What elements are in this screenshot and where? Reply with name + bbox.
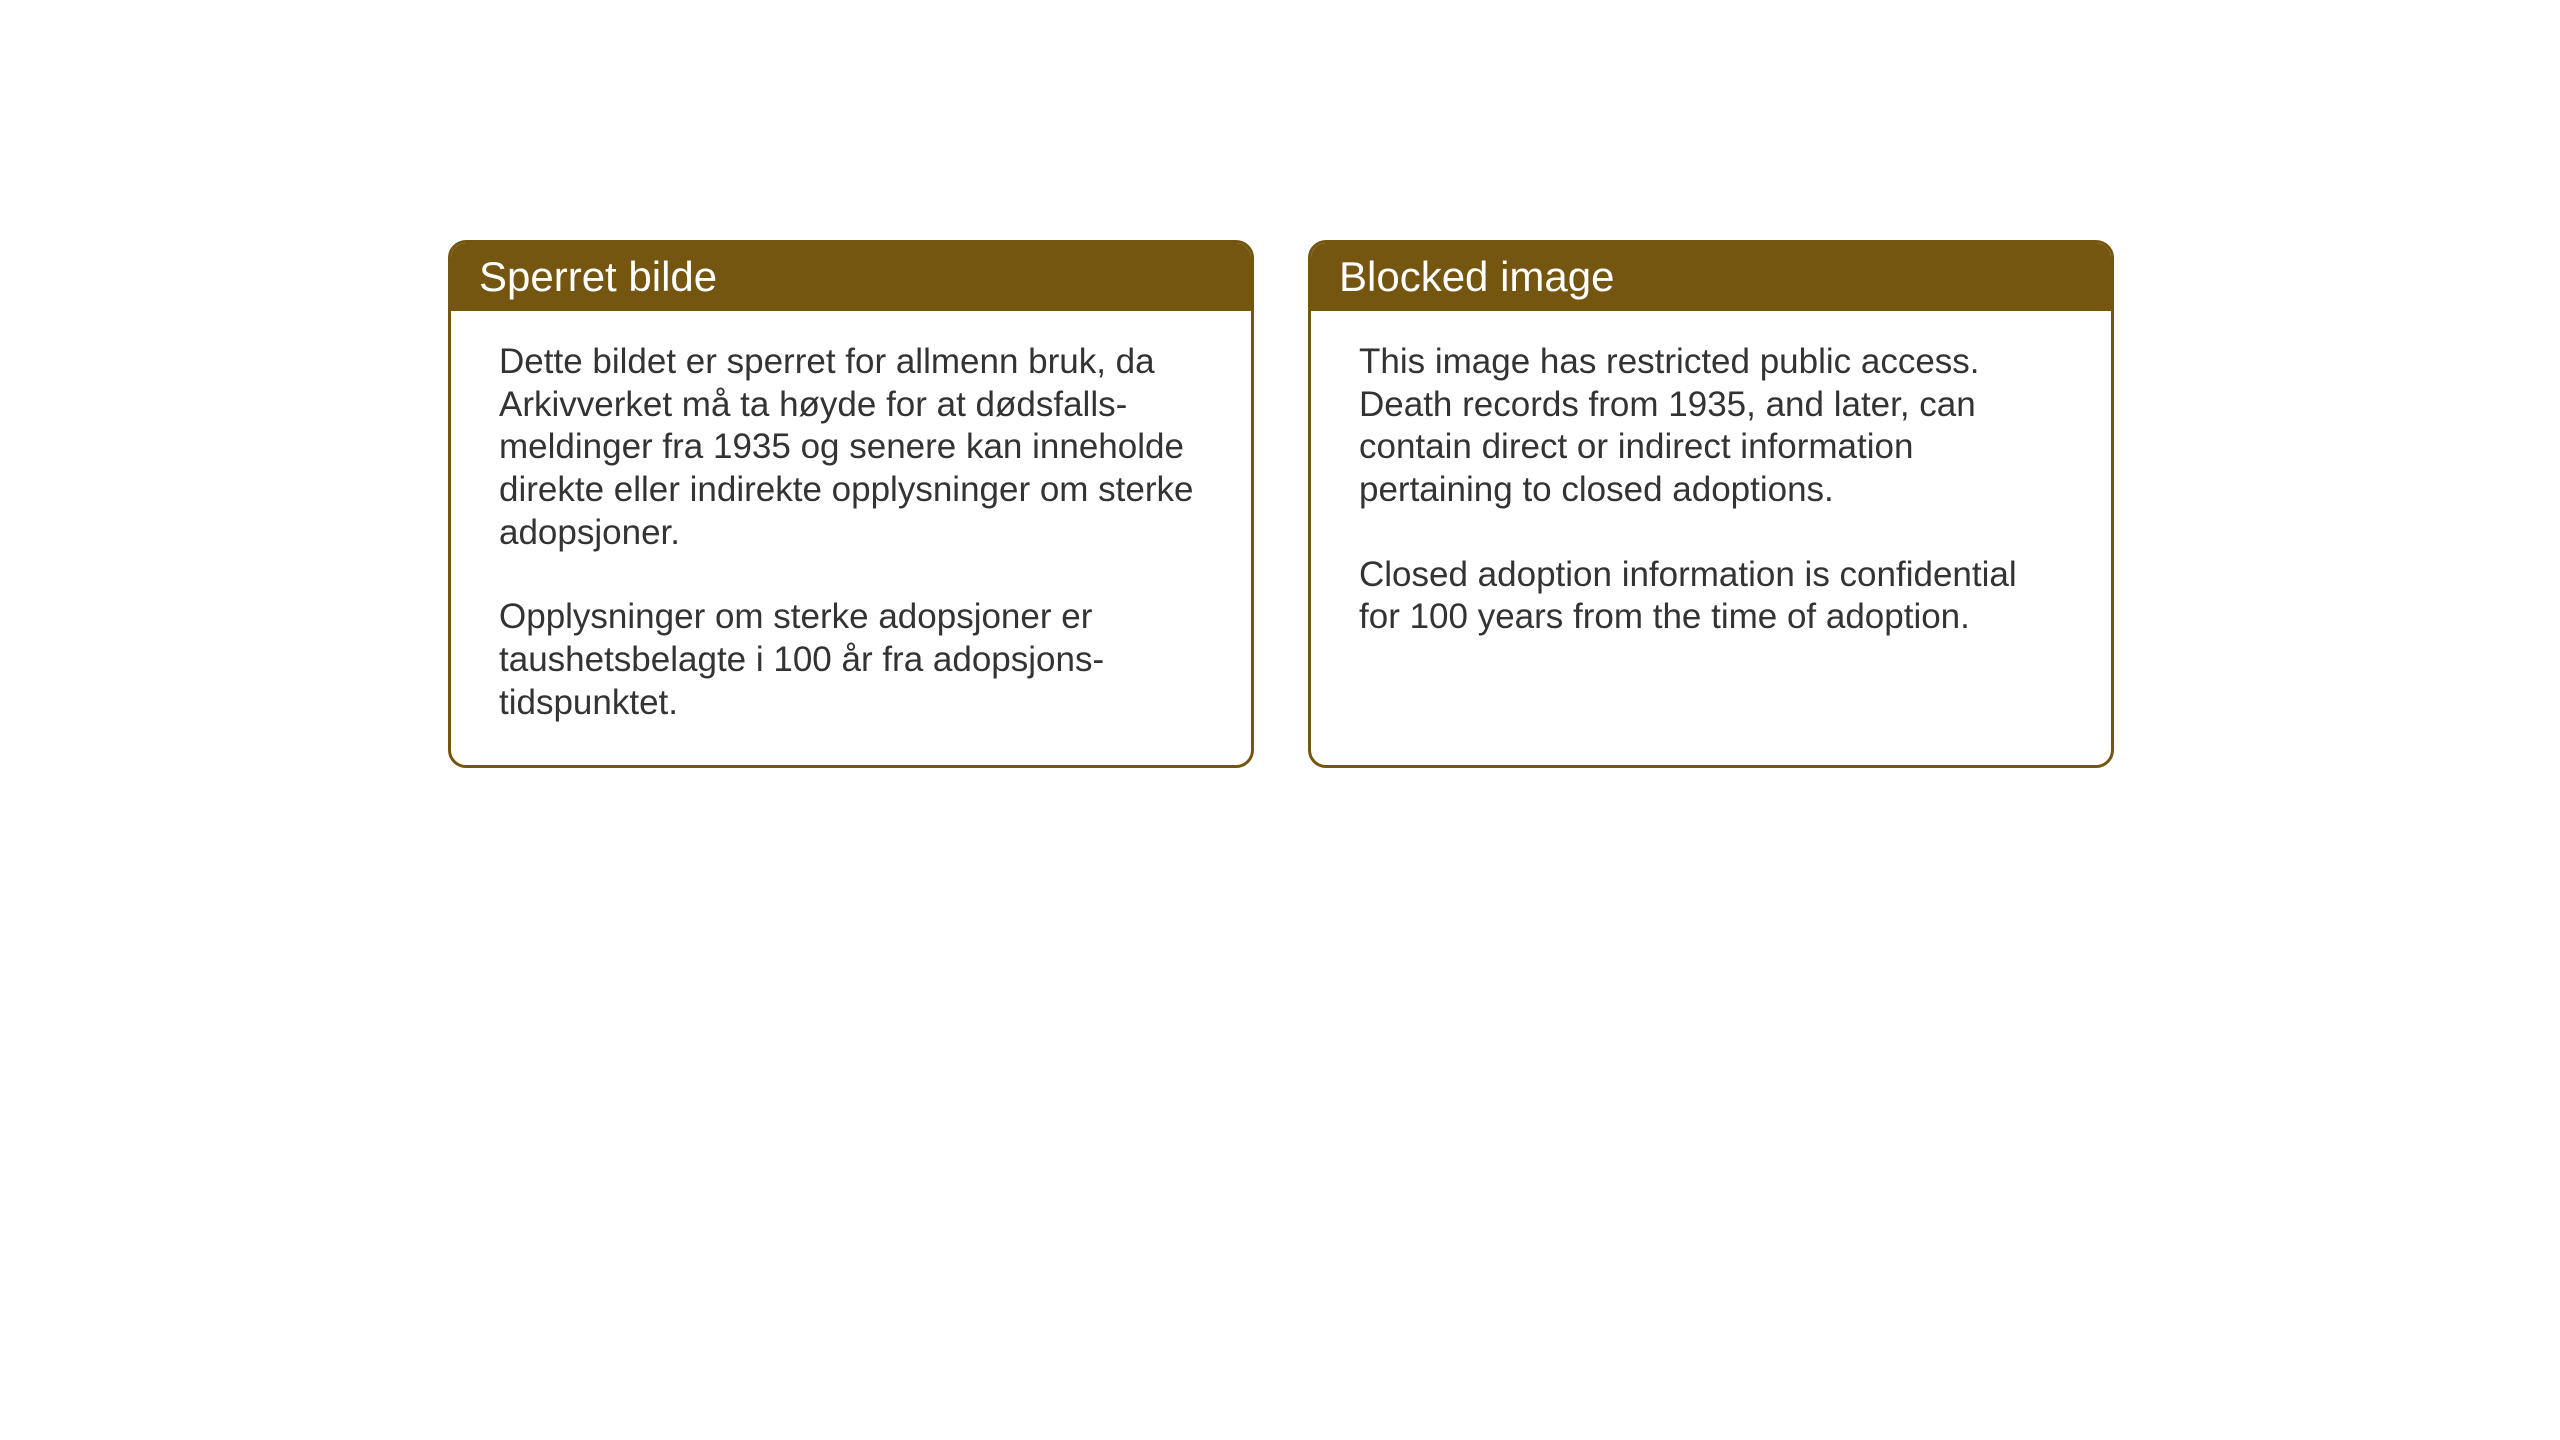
card-paragraph: Dette bildet er sperret for allmenn bruk…	[499, 341, 1203, 554]
card-body-norwegian: Dette bildet er sperret for allmenn bruk…	[451, 311, 1251, 765]
card-paragraph: Closed adoption information is confident…	[1359, 554, 2063, 639]
card-paragraph: This image has restricted public access.…	[1359, 341, 2063, 512]
card-body-english: This image has restricted public access.…	[1311, 311, 2111, 679]
notice-card-norwegian: Sperret bilde Dette bildet er sperret fo…	[448, 240, 1254, 768]
card-header-norwegian: Sperret bilde	[451, 243, 1251, 311]
card-paragraph: Opplysninger om sterke adopsjoner er tau…	[499, 596, 1203, 724]
notice-card-english: Blocked image This image has restricted …	[1308, 240, 2114, 768]
card-title: Blocked image	[1339, 253, 1614, 300]
card-title: Sperret bilde	[479, 253, 717, 300]
notice-container: Sperret bilde Dette bildet er sperret fo…	[448, 240, 2114, 768]
card-header-english: Blocked image	[1311, 243, 2111, 311]
